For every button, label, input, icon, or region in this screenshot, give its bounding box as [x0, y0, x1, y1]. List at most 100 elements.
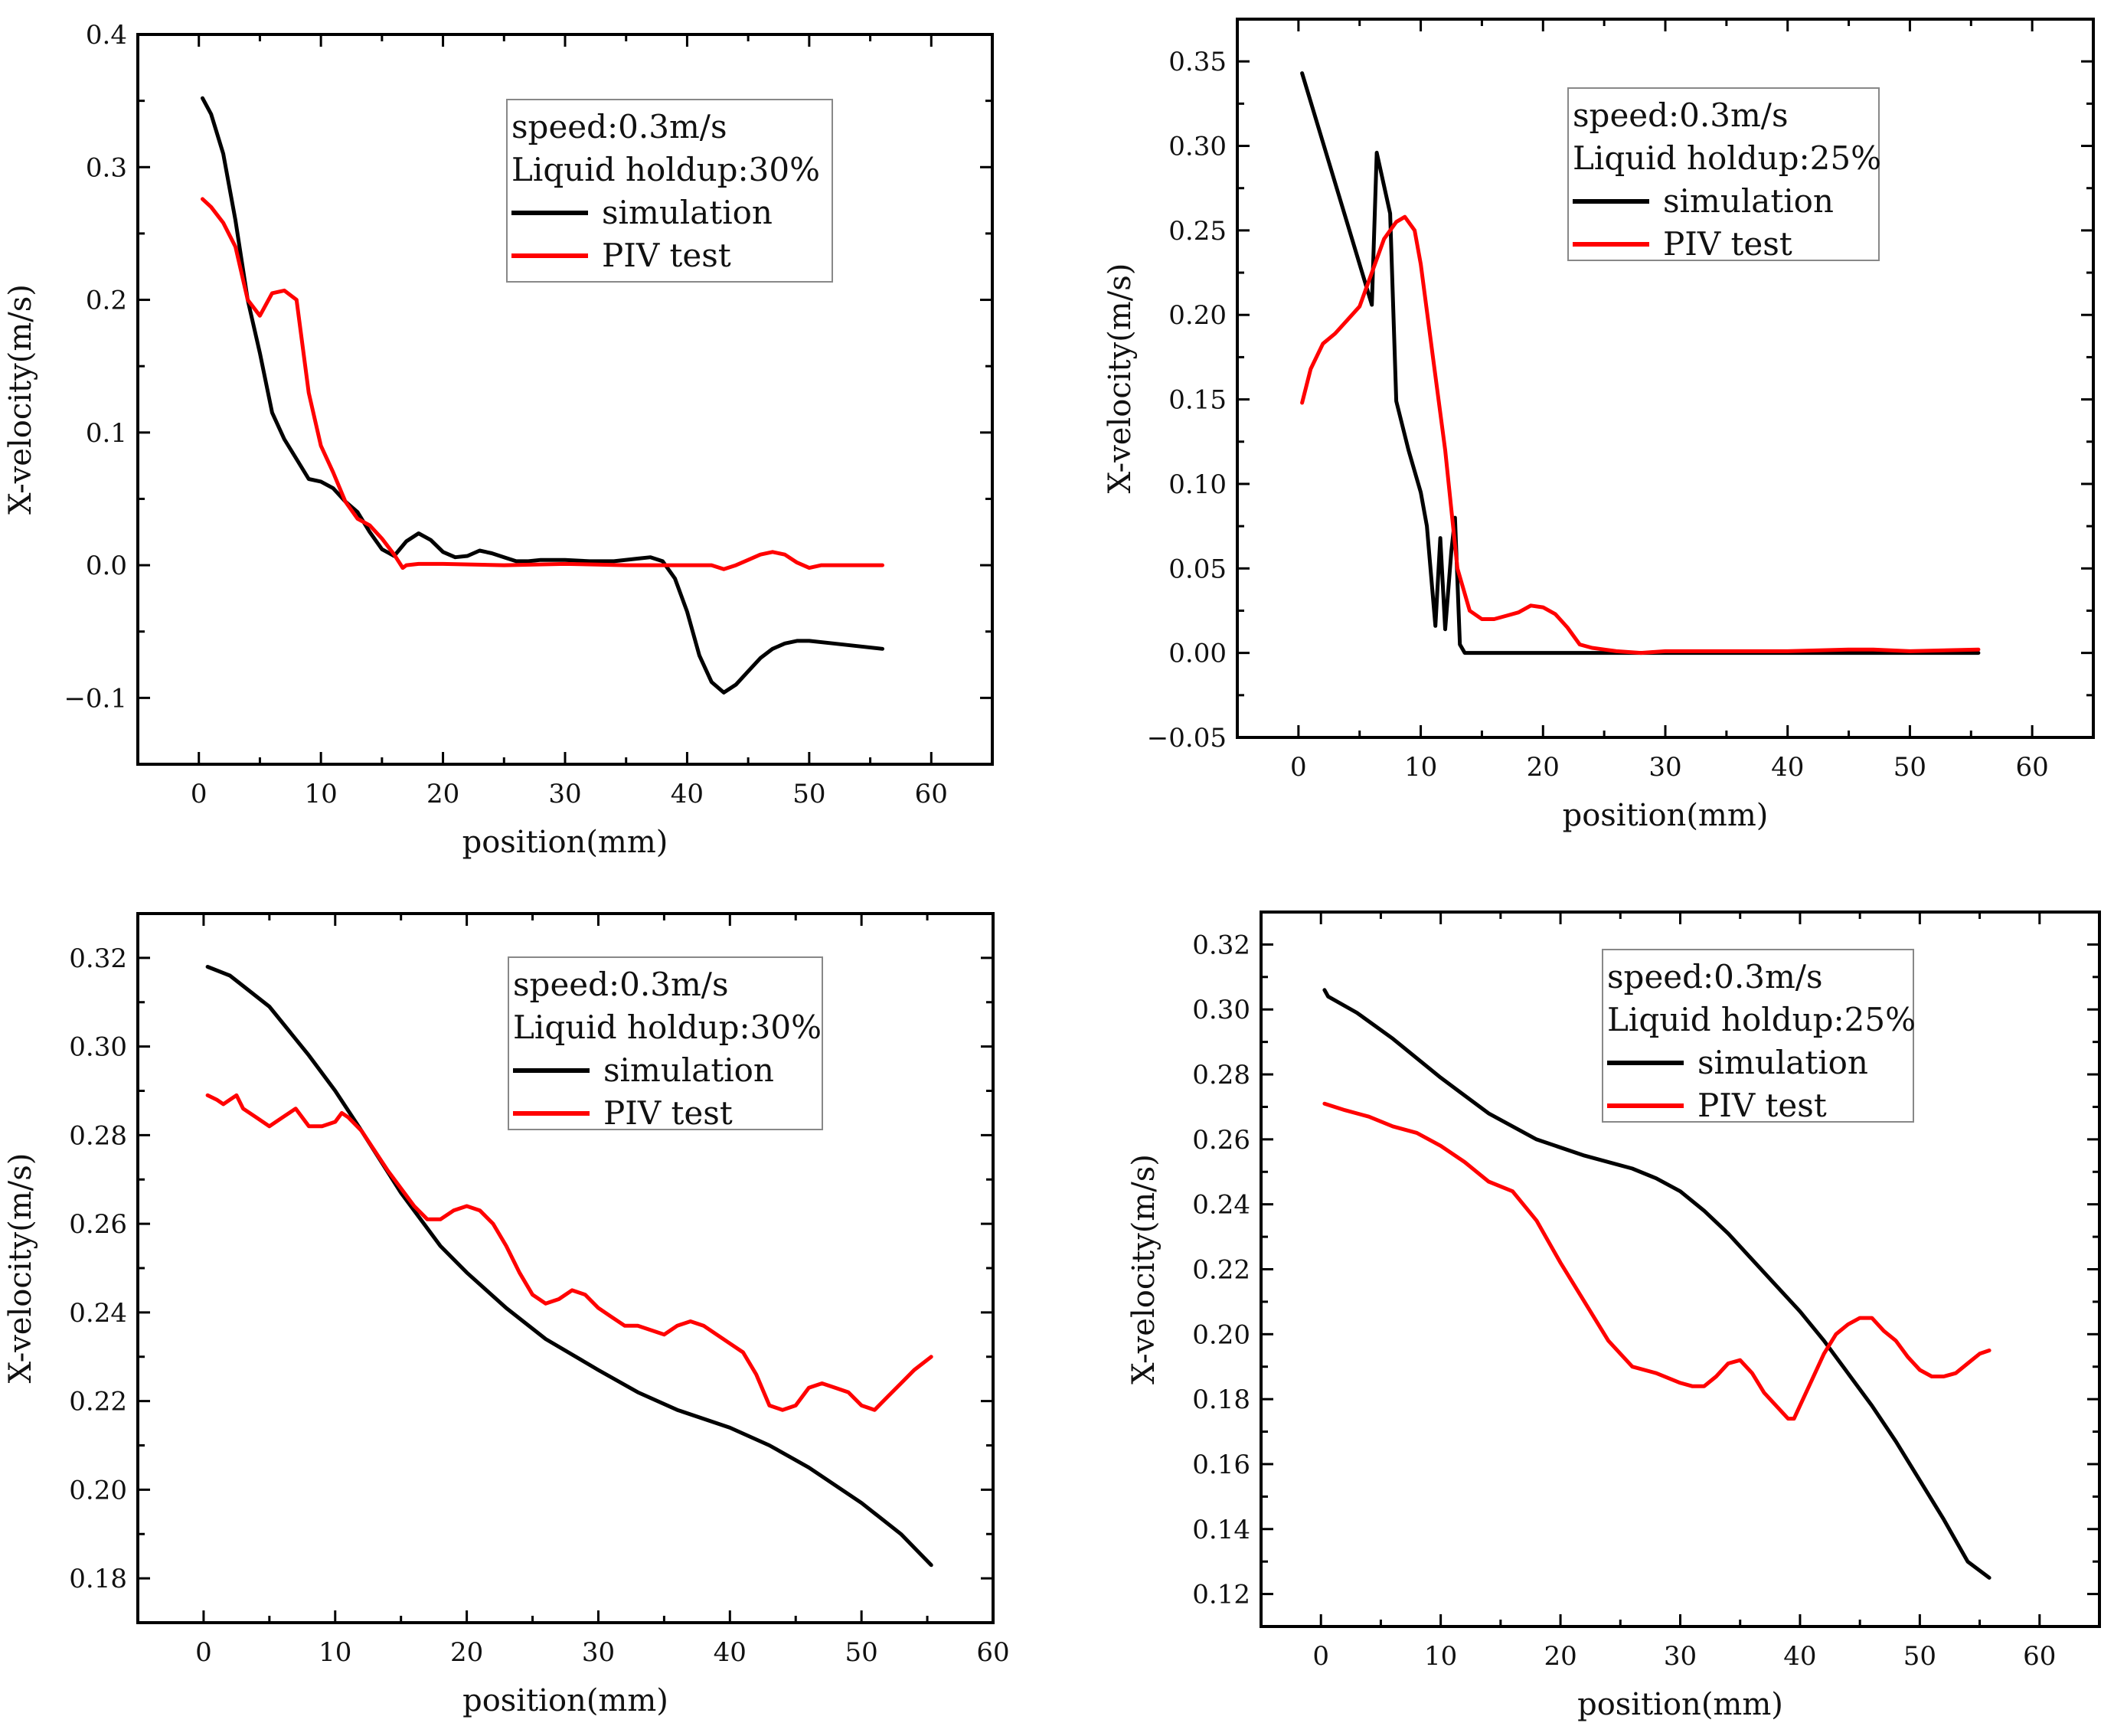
- x-tick-label: 40: [671, 779, 704, 809]
- x-tick-label: 10: [319, 1637, 351, 1668]
- x-tick-label: 0: [191, 779, 207, 809]
- series-line-piv-test: [1322, 1101, 1991, 1421]
- y-tick-label: 0.30: [1192, 995, 1250, 1025]
- series-line-simulation: [205, 965, 933, 1568]
- legend-label-simulation: simulation: [1697, 1044, 1868, 1081]
- legend: speed:0.3m/s Liquid holdup:30% simulation P…: [508, 956, 823, 1132]
- legend: speed:0.3m/s Liquid holdup:30% simulation P…: [506, 99, 833, 283]
- y-tick-label: 0.18: [69, 1564, 127, 1594]
- x-axis-title: position(mm): [462, 825, 668, 860]
- x-tick-label: 50: [1903, 1641, 1936, 1672]
- legend: speed:0.3m/s Liquid holdup:25% simulation P…: [1602, 949, 1916, 1124]
- series-line-simulation: [1322, 988, 1991, 1580]
- x-tick-label: 0: [1312, 1641, 1329, 1672]
- series-line-piv-test: [1300, 214, 1981, 655]
- y-axis-title: X-velocity(m/s): [1126, 1154, 1162, 1385]
- x-axis-title: position(mm): [1577, 1687, 1783, 1722]
- legend-box: [1567, 87, 1880, 261]
- x-tick-label: 10: [1404, 752, 1437, 783]
- x-tick-label: 40: [714, 1637, 747, 1668]
- x-tick-label: 30: [1648, 752, 1681, 783]
- y-tick-label: 0.22: [69, 1387, 127, 1417]
- y-tick-label: 0.30: [69, 1032, 127, 1063]
- legend-info-line: speed:0.3m/s: [511, 108, 727, 145]
- x-tick-label: 0: [195, 1637, 212, 1668]
- y-tick-label: 0.00: [1168, 639, 1227, 669]
- legend-box: [506, 99, 833, 283]
- x-axis-title: position(mm): [462, 1683, 668, 1718]
- x-axis-title: position(mm): [1563, 798, 1769, 833]
- chart-panel-2: 0 10 20 30 40 50 60 −0.05 0.00 0.05 0.10 0.15 0.20 0.…: [1103, 18, 2095, 833]
- y-axis-title: X-velocity(m/s): [3, 1153, 38, 1384]
- x-tick-label: 30: [582, 1637, 615, 1668]
- legend-label-piv-test: PIV test: [1663, 225, 1792, 263]
- y-tick-label: 0.22: [1192, 1255, 1250, 1286]
- x-tick-label: 60: [2023, 1641, 2056, 1672]
- y-tick-label: 0.35: [1168, 47, 1227, 77]
- y-tick-label: 0.20: [1168, 300, 1227, 331]
- y-tick-label: −0.1: [64, 683, 127, 714]
- legend-label-simulation: simulation: [602, 194, 773, 231]
- y-axis-title: X-velocity(m/s): [1103, 263, 1138, 494]
- y-tick-label: −0.05: [1147, 723, 1227, 754]
- chart-panel-1: 0 10 20 30 40 50 60 −0.1 0.0 0.1 0.2 0.3 0.4 position…: [3, 20, 994, 860]
- y-tick-label: 0.25: [1168, 216, 1227, 247]
- x-tick-label: 20: [1527, 752, 1560, 783]
- x-tick-label: 50: [1893, 752, 1926, 783]
- x-tick-label: 40: [1771, 752, 1804, 783]
- y-tick-label: 0.18: [1192, 1385, 1250, 1415]
- legend: speed:0.3m/s Liquid holdup:25% simulation P…: [1567, 87, 1881, 263]
- y-tick-label: 0.26: [1192, 1125, 1250, 1156]
- y-axis-title: X-velocity(m/s): [3, 284, 38, 515]
- legend-info-line: Liquid holdup:30%: [511, 151, 820, 188]
- y-tick-label: 0.30: [1168, 132, 1227, 162]
- x-tick-label: 60: [2016, 752, 2049, 783]
- series-line-simulation: [201, 96, 884, 695]
- x-tick-label: 0: [1290, 752, 1307, 783]
- x-tick-label: 60: [976, 1637, 1009, 1668]
- legend-info-line: speed:0.3m/s: [513, 966, 729, 1003]
- x-tick-label: 30: [548, 779, 581, 809]
- y-tick-label: 0.14: [1192, 1515, 1250, 1545]
- legend-label-piv-test: PIV test: [1697, 1087, 1827, 1124]
- x-tick-label: 20: [426, 779, 459, 809]
- x-tick-label: 10: [305, 779, 338, 809]
- series-line-piv-test: [201, 197, 884, 571]
- y-tick-label: 0.1: [86, 418, 127, 449]
- y-tick-label: 0.24: [69, 1298, 127, 1329]
- legend-box: [1602, 949, 1914, 1123]
- y-tick-label: 0.10: [1168, 469, 1227, 500]
- legend-label-piv-test: PIV test: [603, 1094, 733, 1132]
- y-tick-label: 0.20: [69, 1475, 127, 1506]
- x-tick-label: 60: [915, 779, 948, 809]
- y-tick-label: 0.15: [1168, 385, 1227, 416]
- y-tick-label: 0.12: [1192, 1580, 1250, 1610]
- y-tick-label: 0.28: [1192, 1060, 1250, 1090]
- legend-info-line: speed:0.3m/s: [1607, 958, 1823, 996]
- x-tick-label: 20: [450, 1637, 483, 1668]
- legend-label-simulation: simulation: [1663, 182, 1834, 220]
- legend-info-line: speed:0.3m/s: [1573, 96, 1789, 134]
- y-tick-label: 0.24: [1192, 1190, 1250, 1221]
- x-tick-label: 20: [1544, 1641, 1577, 1672]
- y-tick-label: 0.2: [86, 286, 127, 316]
- series-line-piv-test: [205, 1093, 933, 1412]
- y-tick-label: 0.4: [86, 20, 127, 51]
- chart-panel-4: 0 10 20 30 40 50 60 0.12 0.14 0.16 0.18 0.20 0.22 0.2…: [1126, 911, 2101, 1722]
- y-tick-label: 0.28: [69, 1120, 127, 1151]
- y-tick-label: 0.32: [69, 943, 127, 974]
- y-tick-label: 0.16: [1192, 1450, 1250, 1480]
- legend-info-line: Liquid holdup:25%: [1573, 139, 1881, 177]
- y-tick-label: 0.3: [86, 152, 127, 183]
- x-tick-label: 50: [845, 1637, 878, 1668]
- y-tick-label: 0.26: [69, 1209, 127, 1240]
- x-tick-label: 50: [792, 779, 825, 809]
- y-tick-label: 0.0: [86, 551, 127, 581]
- legend-label-simulation: simulation: [603, 1051, 774, 1089]
- legend-info-line: Liquid holdup:25%: [1607, 1001, 1916, 1038]
- y-tick-label: 0.20: [1192, 1319, 1250, 1350]
- x-tick-label: 30: [1664, 1641, 1697, 1672]
- x-tick-label: 40: [1783, 1641, 1816, 1672]
- chart-panel-3: 0 10 20 30 40 50 60 0.18 0.20 0.22 0.24 0.26 0.28 0.3…: [3, 912, 1010, 1718]
